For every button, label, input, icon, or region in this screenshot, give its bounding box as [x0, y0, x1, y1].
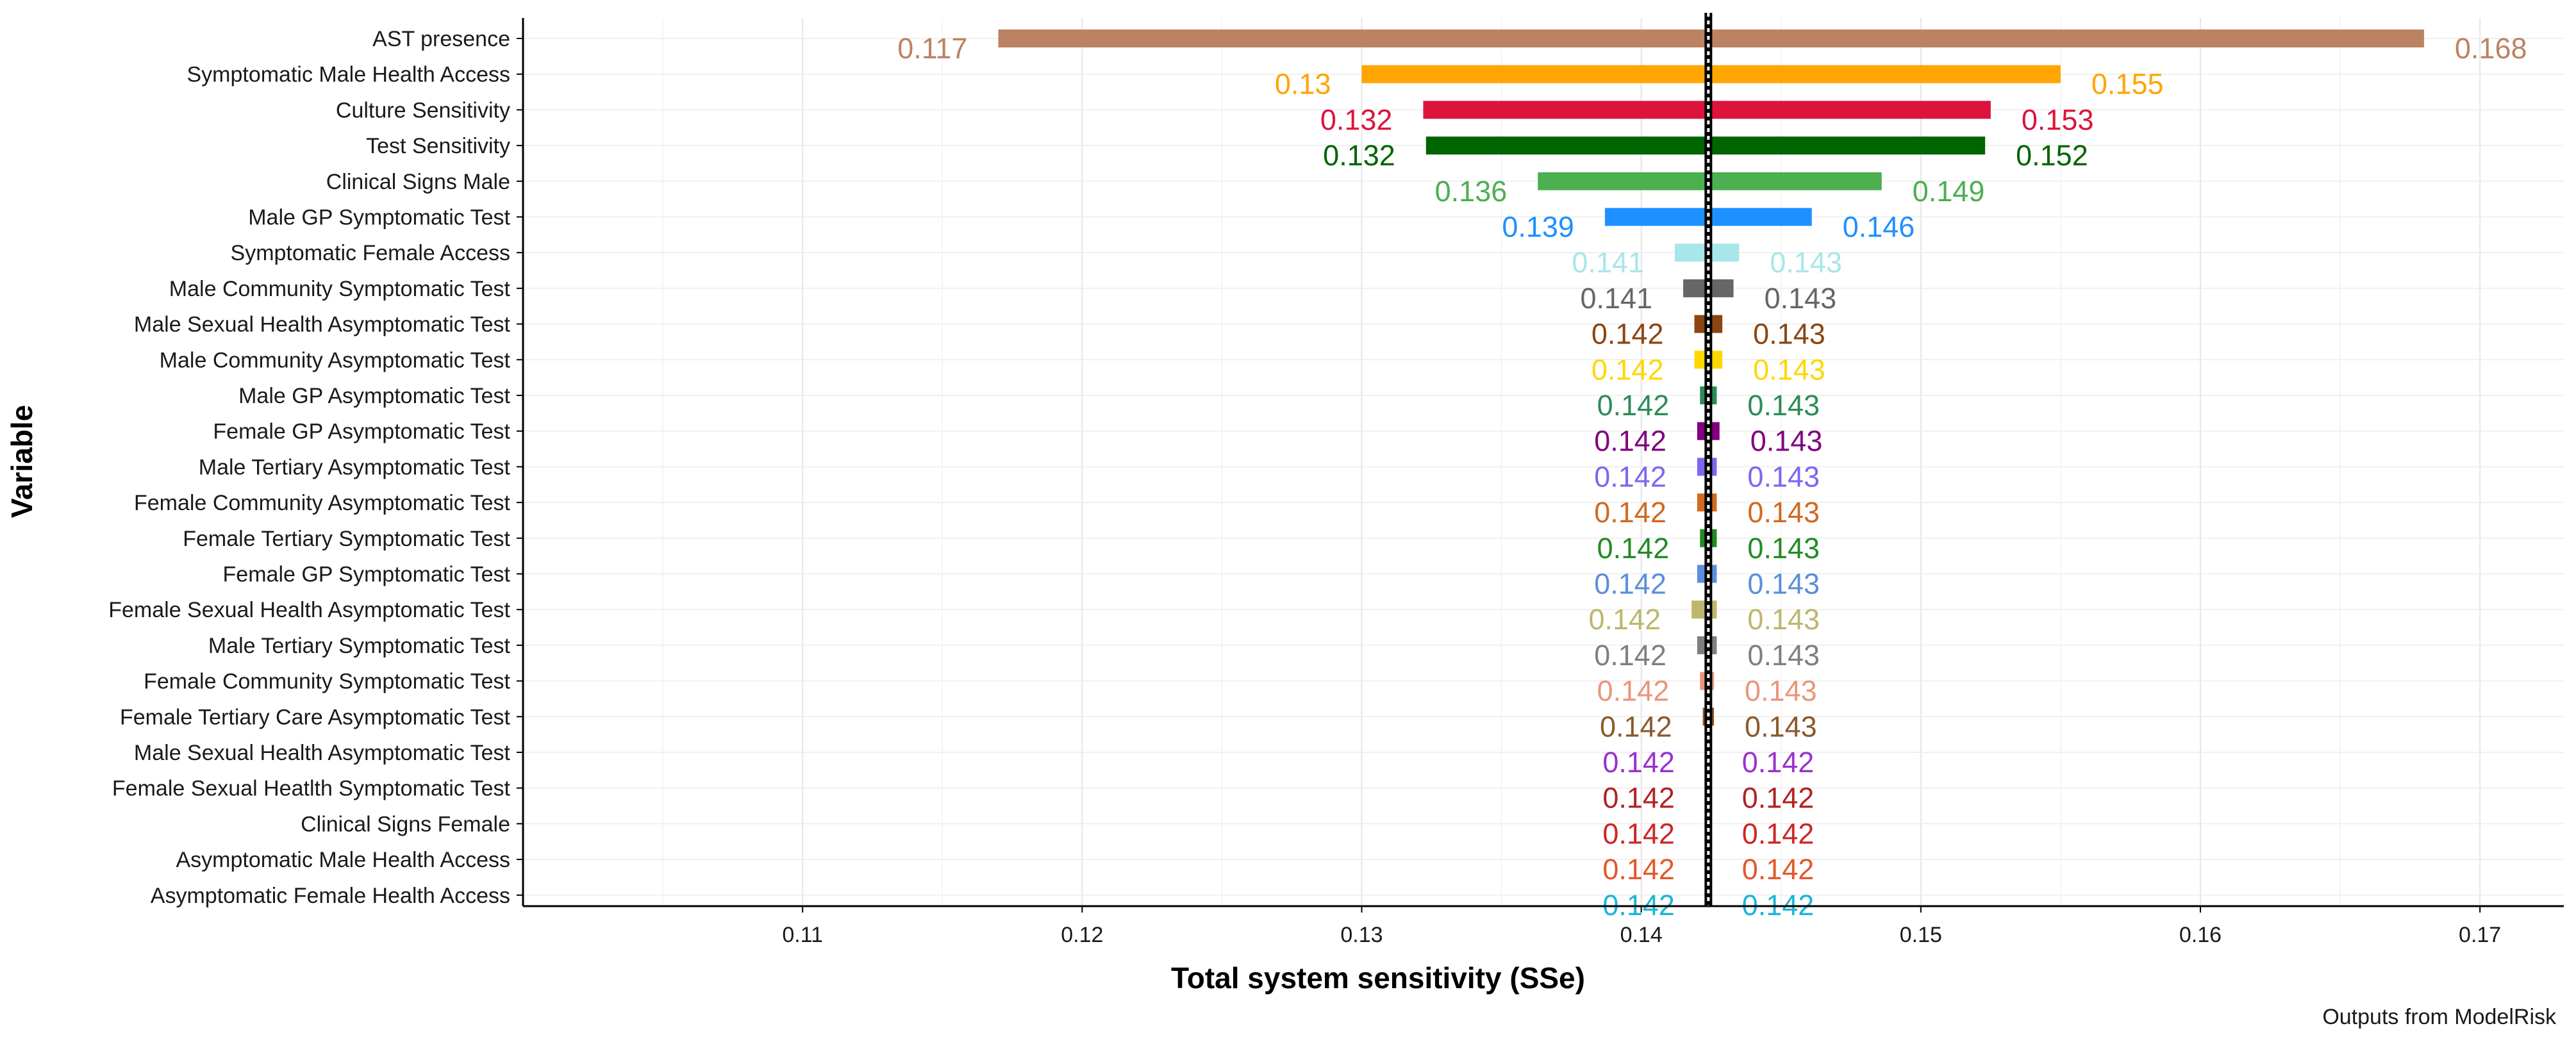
value-label-high: 0.152 — [2016, 139, 2088, 172]
category-labels-layer: AST presence Symptomatic Male Health Acce… — [108, 27, 523, 908]
value-label-high: 0.142 — [1742, 782, 1815, 815]
value-label-high: 0.143 — [1765, 282, 1837, 315]
category-label: Male Sexual Health Asymptomatic Test — [134, 313, 511, 337]
category-label: Symptomatic Male Health Access — [187, 63, 510, 87]
category-label: Female Community Symptomatic Test — [144, 670, 510, 694]
value-label-low: 0.142 — [1602, 817, 1675, 850]
value-label-high: 0.143 — [1747, 460, 1820, 493]
value-label-high: 0.143 — [1745, 675, 1817, 707]
category-label: Clinical Signs Male — [326, 170, 510, 194]
value-label-low: 0.132 — [1320, 103, 1393, 136]
value-label-low: 0.142 — [1594, 425, 1666, 458]
value-label-low: 0.142 — [1602, 746, 1675, 779]
value-labels-layer: 0.117 0.168 0.13 0.155 0.132 0.153 0.132 0.152 0… — [897, 32, 2527, 922]
category-label: Female GP Symptomatic Test — [223, 563, 511, 587]
category-label: Female GP Asymptomatic Test — [213, 420, 510, 444]
value-label-low: 0.142 — [1597, 532, 1670, 565]
category-label: Female Tertiary Care Asymptomatic Test — [120, 705, 511, 729]
x-tick-label: 0.14 — [1620, 923, 1663, 947]
value-label-low: 0.136 — [1435, 175, 1508, 208]
value-label-low: 0.142 — [1597, 389, 1670, 422]
category-label: Female Tertiary Symptomatic Test — [183, 527, 510, 551]
category-label: Asymptomatic Female Health Access — [151, 884, 510, 908]
category-label: Male Community Asymptomatic Test — [160, 348, 511, 372]
value-label-high: 0.155 — [2091, 68, 2164, 101]
value-label-high: 0.149 — [1913, 175, 1985, 208]
value-label-high: 0.143 — [1747, 532, 1820, 565]
x-tick-label: 0.16 — [2179, 923, 2222, 947]
x-tick-label: 0.17 — [2459, 923, 2501, 947]
value-label-low: 0.142 — [1602, 889, 1675, 922]
value-label-low: 0.141 — [1580, 282, 1652, 315]
value-label-high: 0.143 — [1753, 353, 1825, 386]
x-tick-label: 0.13 — [1340, 923, 1383, 947]
value-label-low: 0.142 — [1591, 318, 1664, 351]
value-label-low: 0.139 — [1502, 211, 1574, 244]
value-label-low: 0.142 — [1589, 603, 1661, 636]
x-axis-title: Total system sensitivity (SSe) — [1171, 961, 1585, 995]
value-label-high: 0.142 — [1742, 746, 1815, 779]
category-label: Asymptomatic Male Health Access — [176, 848, 510, 872]
value-label-high: 0.143 — [1747, 389, 1820, 422]
value-label-high: 0.142 — [1742, 889, 1815, 922]
value-label-low: 0.142 — [1602, 782, 1675, 815]
category-label: AST presence — [372, 27, 510, 51]
value-label-low: 0.117 — [897, 32, 967, 65]
value-label-low: 0.142 — [1594, 496, 1666, 529]
category-label: Male GP Asymptomatic Test — [238, 384, 510, 408]
value-label-high: 0.142 — [1742, 853, 1815, 886]
value-label-low: 0.142 — [1594, 568, 1666, 600]
value-label-low: 0.142 — [1594, 460, 1666, 493]
value-label-high: 0.143 — [1747, 639, 1820, 672]
value-label-high: 0.146 — [1843, 211, 1915, 244]
category-label: Symptomatic Female Access — [231, 241, 510, 265]
value-label-low: 0.142 — [1600, 710, 1672, 743]
value-label-high: 0.168 — [2455, 32, 2527, 65]
category-label: Male Community Symptomatic Test — [169, 277, 511, 301]
value-label-low: 0.142 — [1591, 353, 1664, 386]
value-label-high: 0.153 — [2022, 103, 2094, 136]
x-tick-label: 0.15 — [1900, 923, 1942, 947]
x-ticks-layer: 0.11 0.12 0.13 0.14 0.15 0.16 0.17 — [782, 906, 2501, 947]
value-label-low: 0.142 — [1597, 675, 1670, 707]
value-label-high: 0.143 — [1753, 318, 1825, 351]
category-label: Female Community Asymptomatic Test — [134, 491, 511, 515]
value-label-high: 0.142 — [1742, 817, 1815, 850]
value-label-high: 0.143 — [1747, 603, 1820, 636]
value-label-high: 0.143 — [1745, 710, 1817, 743]
y-axis-title: Variable — [5, 405, 38, 518]
value-label-low: 0.132 — [1323, 139, 1395, 172]
value-label-low: 0.13 — [1275, 68, 1331, 101]
category-label: Male Tertiary Asymptomatic Test — [199, 455, 511, 479]
category-label: Male Sexual Health Asymptomatic Test — [134, 741, 511, 765]
category-label: Male Tertiary Symptomatic Test — [208, 634, 511, 658]
value-label-low: 0.142 — [1602, 853, 1675, 886]
value-label-high: 0.143 — [1770, 246, 1842, 279]
category-label: Clinical Signs Female — [301, 812, 510, 836]
bar — [1691, 600, 1717, 619]
category-label: Test Sensitivity — [366, 134, 510, 158]
axes-layer — [522, 18, 2564, 907]
value-label-high: 0.143 — [1750, 425, 1823, 458]
category-label: Female Sexual Health Asymptomatic Test — [108, 598, 510, 622]
x-tick-label: 0.12 — [1061, 923, 1103, 947]
value-label-high: 0.143 — [1747, 496, 1820, 529]
category-label: Female Sexual Heatlth Symptomatic Test — [112, 777, 511, 801]
category-label: Male GP Symptomatic Test — [248, 206, 510, 230]
chart-caption: Outputs from ModelRisk — [2322, 1005, 2557, 1029]
category-label: Culture Sensitivity — [336, 98, 510, 122]
value-label-low: 0.142 — [1594, 639, 1666, 672]
value-label-low: 0.141 — [1572, 246, 1644, 279]
x-tick-label: 0.11 — [782, 923, 823, 947]
value-label-high: 0.143 — [1747, 568, 1820, 600]
